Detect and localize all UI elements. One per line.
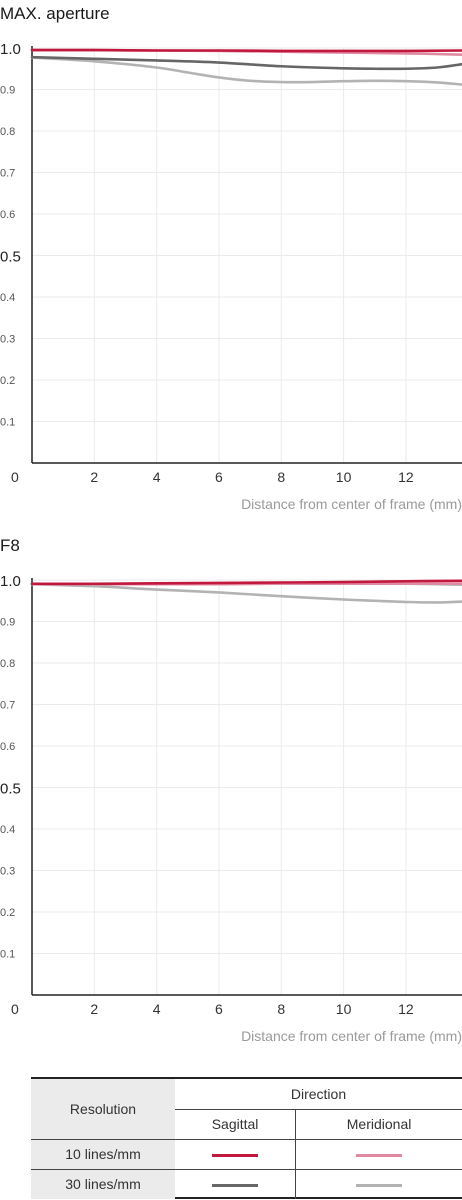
x-tick-label-2: 2 bbox=[90, 469, 98, 485]
x-axis-title: Distance from center of frame (mm) bbox=[241, 1028, 462, 1044]
y-tick-label-0-2: 0.2 bbox=[0, 907, 15, 919]
x-tick-label-6: 6 bbox=[215, 1001, 223, 1017]
mtf-chart-f8: 1.0 0.9 0.8 0.7 0.6 0.5 0.4 0.3 0.2 0.1 2 4 6 8 10 12 0 D… bbox=[0, 573, 462, 1044]
x-tick-label-8: 8 bbox=[277, 469, 285, 485]
legend-swatch-10-meridional bbox=[356, 1153, 403, 1157]
legend-swatch-30-sagittal bbox=[212, 1184, 259, 1188]
y-tick-label-0-5: 0.5 bbox=[0, 781, 21, 798]
x-tick-label-2: 2 bbox=[90, 1001, 98, 1017]
x-tick-label-12: 12 bbox=[398, 469, 414, 485]
series-line-30-lines-mm-meridional bbox=[30, 56, 462, 86]
y-tick-label-0-3: 0.3 bbox=[0, 334, 15, 346]
x-tick-label-12: 12 bbox=[398, 1001, 414, 1017]
legend-row-label-10: 10 lines/mm bbox=[31, 1138, 175, 1169]
legend-resolution-header: Resolution bbox=[31, 1079, 175, 1139]
chart-title-f8: F8 bbox=[0, 536, 20, 555]
y-tick-label-0-8: 0.8 bbox=[0, 658, 15, 670]
x-tick-label-10: 10 bbox=[336, 469, 352, 485]
x-origin-label: 0 bbox=[11, 469, 19, 485]
y-tick-label-0-2: 0.2 bbox=[0, 375, 15, 387]
series-line-30-lines-mm-sagittal bbox=[30, 55, 462, 71]
series-line-10-lines-mm-sagittal bbox=[30, 48, 462, 53]
legend-sagittal-header: Sagittal bbox=[175, 1109, 297, 1139]
legend-row-label-30: 30 lines/mm bbox=[31, 1168, 175, 1199]
x-tick-label-10: 10 bbox=[336, 1001, 352, 1017]
mtf-chart-max-aperture: 1.0 0.9 0.8 0.7 0.6 0.5 0.4 0.3 0.2 0.1 2 4 6 8 10 12 0 D… bbox=[0, 41, 462, 512]
y-tick-label-0-6: 0.6 bbox=[0, 741, 15, 753]
legend-table: Resolution Direction Sagittal Meridional… bbox=[31, 1077, 462, 1199]
x-axis-title: Distance from center of frame (mm) bbox=[241, 496, 462, 512]
y-tick-label-0-9: 0.9 bbox=[0, 85, 15, 97]
y-tick-label-0-8: 0.8 bbox=[0, 126, 15, 138]
y-tick-label-0-3: 0.3 bbox=[0, 866, 15, 878]
x-tick-label-4: 4 bbox=[153, 1001, 161, 1017]
y-tick-label-0-1: 0.1 bbox=[0, 417, 15, 429]
y-tick-label-0-9: 0.9 bbox=[0, 617, 15, 629]
x-tick-label-8: 8 bbox=[277, 1001, 285, 1017]
series-line-30-lines-mm-meridional bbox=[30, 582, 462, 604]
y-tick-label-1-0: 1.0 bbox=[0, 41, 21, 58]
chart-title-max-aperture: MAX. aperture bbox=[0, 4, 110, 23]
series-line-10-lines-mm-sagittal bbox=[30, 579, 462, 586]
legend-direction-header: Direction bbox=[175, 1079, 462, 1110]
y-tick-label-0-1: 0.1 bbox=[0, 949, 15, 961]
x-tick-label-4: 4 bbox=[153, 469, 161, 485]
x-origin-label: 0 bbox=[11, 1001, 19, 1017]
legend-meridional-header: Meridional bbox=[346, 1116, 412, 1132]
y-tick-label-0-4: 0.4 bbox=[0, 824, 15, 836]
y-tick-label-1-0: 1.0 bbox=[0, 573, 21, 590]
y-tick-label-0-7: 0.7 bbox=[0, 168, 15, 180]
x-tick-label-6: 6 bbox=[215, 469, 223, 485]
y-tick-label-0-4: 0.4 bbox=[0, 292, 15, 304]
y-tick-label-0-5: 0.5 bbox=[0, 249, 21, 266]
y-tick-label-0-6: 0.6 bbox=[0, 209, 15, 221]
y-tick-label-0-7: 0.7 bbox=[0, 700, 15, 712]
legend-swatch-30-meridional bbox=[356, 1184, 403, 1188]
legend-swatch-10-sagittal bbox=[212, 1153, 259, 1157]
